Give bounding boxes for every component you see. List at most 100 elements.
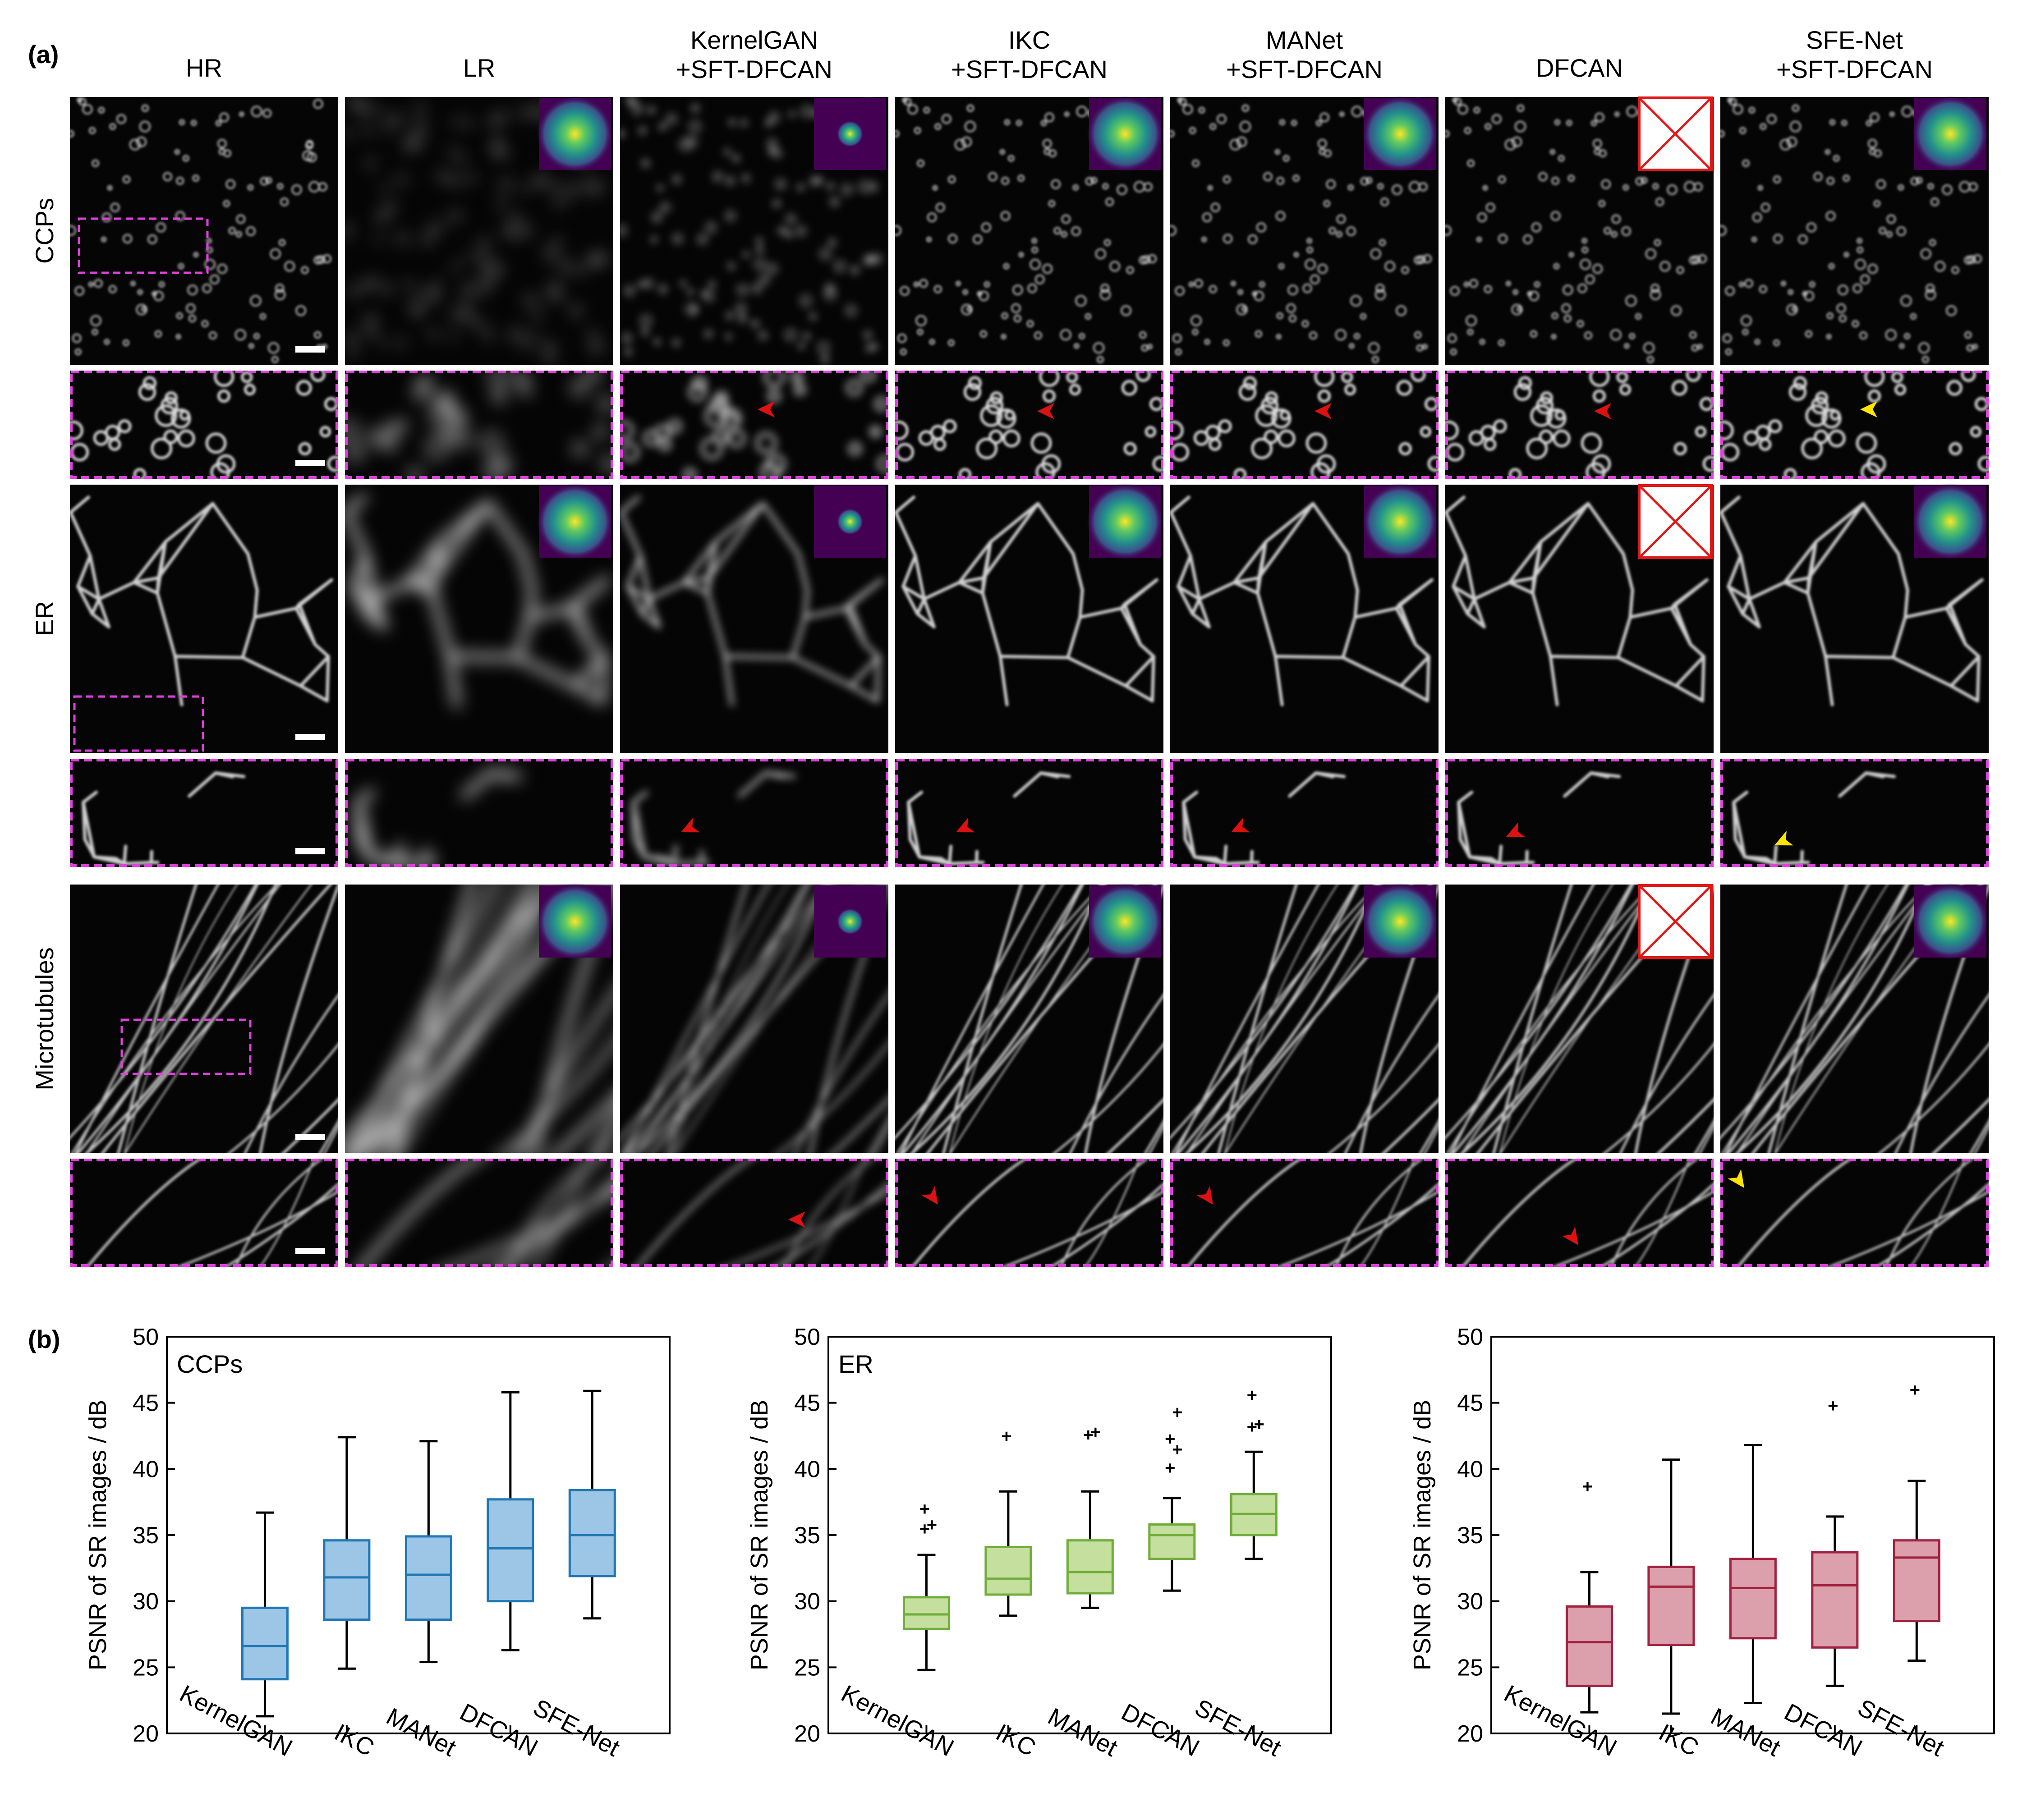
y-axis-label: PSNR of SR images / dB: [84, 1400, 111, 1670]
microscopy-tile: [70, 759, 338, 867]
y-tick-label: 20: [133, 1721, 159, 1747]
iqr-box: [323, 1539, 371, 1621]
iqr-box: [984, 1545, 1032, 1596]
y-tick-label: 30: [794, 1589, 820, 1615]
box-plot: 20 25 30 35 40 45 50 PSNR of SR images / dB Kern…: [1409, 1324, 1995, 1762]
y-tick-label: 50: [794, 1324, 820, 1350]
column-header: LR: [463, 54, 496, 82]
red-arrowhead: [1594, 403, 1611, 419]
microscopy-tile: [1720, 759, 1989, 867]
microscopy-tile: [70, 371, 338, 479]
kernel-inset: [1362, 883, 1439, 960]
zoom-frame: [895, 759, 1163, 867]
column-header: HR: [186, 54, 222, 82]
microscopy-tile: [1445, 759, 1714, 867]
zoom-frame: [620, 371, 888, 479]
outlier-marker: +: [1247, 1385, 1257, 1405]
microscopy-tile: [345, 759, 613, 867]
x-tick-label: MANet: [382, 1703, 460, 1761]
y-tick-label: 50: [1457, 1324, 1483, 1350]
outlier-marker: +: [1828, 1396, 1838, 1416]
zoom-frame: [1720, 371, 1989, 479]
microscopy-tile: [895, 1159, 1163, 1267]
column-header: KernelGAN +SFT-DFCAN: [676, 26, 832, 83]
microscopy-tile: [620, 759, 888, 867]
kernel-unavailable-icon: [1638, 884, 1713, 959]
panel-a-label: (a): [28, 40, 59, 69]
y-tick-label: 35: [133, 1522, 159, 1549]
column-header: IKC +SFT-DFCAN: [951, 26, 1108, 83]
panel-b-label: (b): [28, 1325, 60, 1353]
outlier-marker: +: [927, 1515, 937, 1535]
outlier-marker: +: [1083, 1425, 1094, 1445]
column-header: MANet +SFT-DFCAN: [1226, 26, 1383, 83]
microscopy-tile: [1720, 1159, 1989, 1267]
outlier-marker: +: [1165, 1458, 1175, 1478]
outlier-marker: +: [1090, 1422, 1101, 1442]
microscopy-tile: [345, 1159, 613, 1267]
row-label: ER: [30, 601, 59, 636]
plot-annotation: ER: [838, 1350, 873, 1378]
column-headers: HR LR KernelGAN +SFT-DFCAN IKC +SFT-DFCAN MANe…: [186, 26, 1933, 83]
box-plot: 20 25 30 35 40 45 50 PSNR of SR images / dB CCPs…: [84, 1324, 671, 1762]
microscopy-tile: [620, 1159, 888, 1267]
kernel-inset: [1087, 883, 1163, 960]
scale-bar: [295, 1248, 325, 1254]
microscopy-tile: [70, 97, 338, 365]
zoom-frame: [1445, 371, 1714, 479]
scale-bar: [295, 346, 325, 353]
x-tick-label: IKC: [1655, 1719, 1703, 1761]
microscopy-tile: [1170, 371, 1439, 479]
red-arrowhead: [1562, 1226, 1578, 1245]
zoom-frame: [620, 1159, 888, 1267]
kernel-unavailable-icon: [1638, 484, 1713, 559]
y-tick-label: 45: [794, 1390, 820, 1417]
yellow-arrowhead: [1774, 830, 1794, 846]
zoom-frame: [345, 1159, 613, 1267]
microscopy-tile: [1170, 759, 1439, 867]
x-tick-label: MANet: [1043, 1703, 1122, 1761]
y-tick-label: 45: [1457, 1390, 1483, 1417]
y-tick-label: 35: [794, 1522, 820, 1549]
kernel-inset: [1912, 96, 1989, 172]
yellow-arrowhead: [1860, 401, 1877, 417]
microscopy-tile: [1720, 371, 1989, 479]
y-axis-label: PSNR of SR images / dB: [1409, 1400, 1436, 1670]
red-arrowhead: [788, 1211, 805, 1228]
iqr-box: [1893, 1539, 1940, 1623]
outlier-marker: +: [1247, 1417, 1257, 1437]
zoom-frame: [70, 1159, 338, 1267]
kernel-inset: [537, 96, 613, 172]
zoom-frame: [1445, 1159, 1714, 1267]
kernel-inset: [537, 883, 613, 960]
column-header: DFCAN: [1536, 54, 1623, 82]
x-tick-label: SFE-Net: [529, 1694, 624, 1761]
iqr-box: [1066, 1539, 1114, 1595]
kernel-inset: [1912, 883, 1989, 960]
y-tick-label: 20: [1457, 1721, 1483, 1747]
kernel-inset: [1087, 96, 1163, 172]
outlier-marker: +: [1172, 1403, 1182, 1422]
iqr-box: [487, 1498, 534, 1603]
outlier-marker: +: [919, 1519, 930, 1539]
x-tick-label: KernelGAN: [175, 1680, 297, 1761]
microscopy-tile: [1170, 885, 1439, 1153]
zoom-frame: [1170, 759, 1439, 867]
microscopy-tile: [895, 759, 1163, 867]
y-tick-label: 30: [133, 1589, 159, 1615]
x-tick-label: IKC: [992, 1719, 1040, 1761]
outlier-marker: +: [1172, 1439, 1182, 1459]
microscopy-tile: [70, 1159, 338, 1267]
scale-bar: [295, 460, 325, 466]
zoom-frame: [620, 759, 888, 867]
y-tick-label: 25: [1457, 1655, 1483, 1681]
microscopy-tile: [345, 371, 613, 479]
row-label: CCPs: [30, 198, 59, 264]
zoom-frame: [70, 371, 338, 479]
y-tick-label: 25: [794, 1655, 820, 1681]
kernel-inset: [1087, 483, 1163, 560]
column-header: SFE-Net +SFT-DFCAN: [1776, 26, 1933, 83]
red-arrowhead: [1315, 403, 1332, 419]
y-tick-label: 30: [1457, 1589, 1483, 1615]
outlier-marker: +: [1001, 1426, 1011, 1446]
